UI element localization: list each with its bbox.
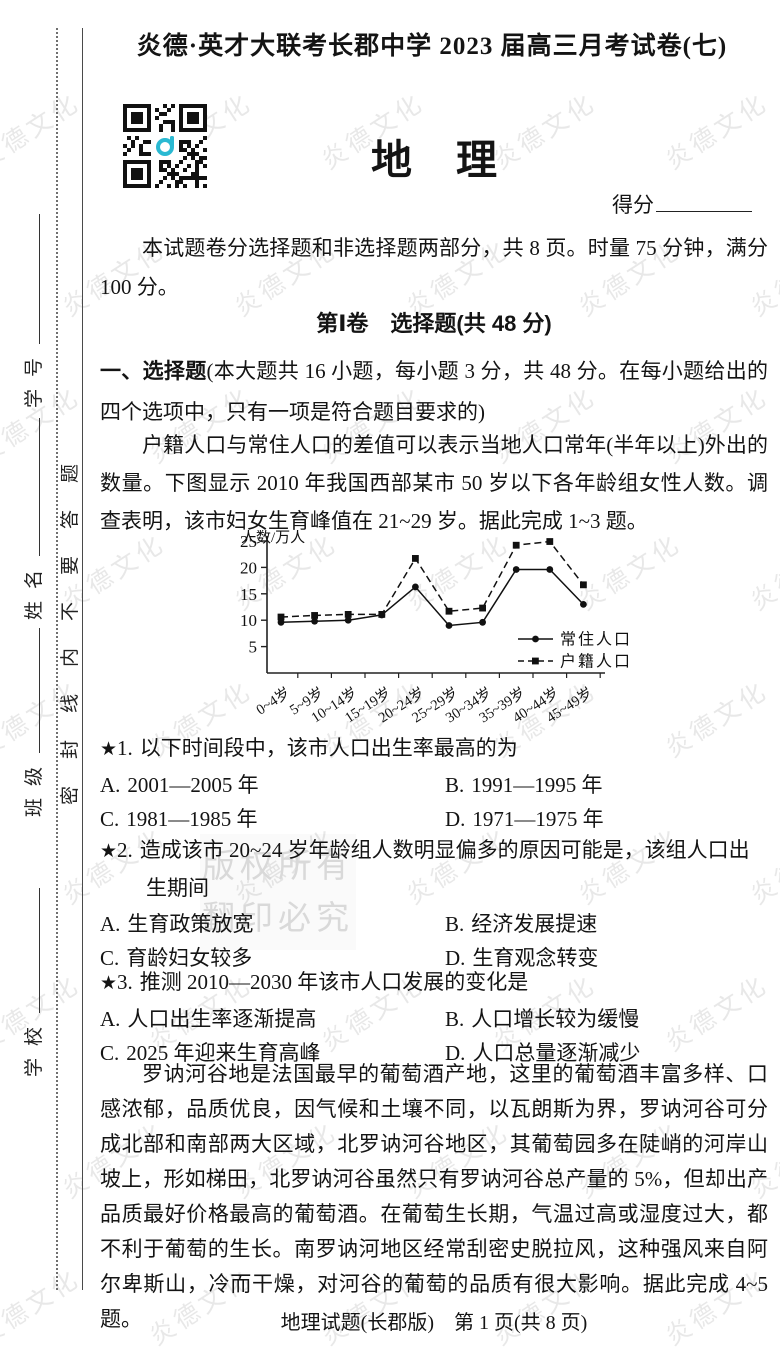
question-2-number: 2. (117, 838, 133, 862)
question-1: ★1. 以下时间段中，该市人口出生率最高的为 A. 2001—2005 年 B. 19… (100, 730, 768, 836)
sidebar-field-school: 学校 (19, 887, 45, 1077)
question-2-stem: ★2. 造成该市 20~24 岁年龄组人数明显偏多的原因可能是，该组人口出生期间 (100, 838, 750, 900)
exam-title: 炎德·英才大联考长郡中学 2023 届高三月考试卷(七) (136, 33, 728, 60)
sidebar-border-line (82, 28, 83, 1290)
option-c: C. 1981—1985 年 (100, 807, 258, 831)
svg-text:25: 25 (240, 532, 257, 551)
svg-text:15: 15 (240, 585, 257, 604)
question-2: ★2. 造成该市 20~24 岁年龄组人数明显偏多的原因可能是，该组人口出生期间 … (100, 832, 768, 975)
question-1-stem: ★1. 以下时间段中，该市人口出生率最高的为 (100, 736, 518, 760)
stimulus-population: 户籍人口与常住人口的差值可以表示当地人口常年(半年以上)外出的数量。下图显示 2… (100, 433, 768, 533)
option-a: A. 2001—2005 年 (100, 773, 259, 797)
copyright-watermark-line2: 翻印必究 (202, 899, 354, 936)
sidebar-field-name: 姓名 (19, 417, 45, 620)
svg-text:户籍人口: 户籍人口 (560, 653, 632, 671)
option-b: B. 人口增长较为缓慢 (445, 1007, 640, 1031)
option-c: C. 育龄妇女较多 (100, 946, 253, 970)
star-icon: ★ (100, 739, 118, 760)
school-blank-line (35, 887, 40, 1013)
name-label: 姓名 (24, 557, 45, 620)
page-footer: 地理试题(长郡版) 第 1 页(共 8 页) (280, 1312, 588, 1334)
score-blank-line (656, 206, 752, 212)
option-b: B. 经济发展提速 (445, 912, 598, 936)
instructions-lead: 一、选择题 (100, 360, 207, 383)
school-label: 学校 (24, 1014, 45, 1077)
svg-text:常住人口: 常住人口 (560, 631, 632, 649)
brand-watermark: 炎德文化 (0, 1264, 86, 1352)
svg-text:0~4岁: 0~4岁 (253, 684, 293, 718)
star-icon: ★ (100, 973, 118, 994)
svg-text:10: 10 (240, 611, 257, 630)
question-1-options: A. 2001—2005 年 B. 1991—1995 年 C. 1981—1985 … (100, 768, 768, 836)
seal-dotted-line (56, 28, 58, 1290)
star-icon: ★ (100, 841, 118, 862)
population-chart: 人数/万人 5 10 15 20 25 0~4岁 5~9岁 10~14岁 15~19岁 20~24岁… (205, 529, 645, 730)
question-3-number: 3. (117, 970, 133, 994)
score-field: 得分 (612, 189, 752, 219)
svg-text:20: 20 (240, 558, 257, 577)
seal-instruction-text: 密封线内不要答题 (60, 436, 81, 805)
section-1-heading: 第Ⅰ卷 选择题(共 48 分) (316, 311, 552, 336)
stimulus-rhone-valley: 罗讷河谷地是法国最早的葡萄酒产地，这里的葡萄酒丰富多样、口感浓郁，品质优良，因气… (100, 1062, 768, 1331)
option-a: A. 人口出生率逐渐提高 (100, 1007, 317, 1031)
class-label: 班级 (24, 754, 45, 817)
option-d: D. 生育观念转变 (445, 946, 599, 970)
option-d: D. 人口总量逐渐减少 (445, 1041, 641, 1065)
option-d: D. 1971—1975 年 (445, 807, 604, 831)
sidebar-field-class: 班级 (19, 627, 45, 817)
class-blank-line (35, 627, 40, 753)
question-3: ★3. 推测 2010—2030 年该市人口发展的变化是 A. 人口出生率逐渐提高 … (100, 964, 768, 1070)
instructions-rest: (本大题共 16 小题，每小题 3 分，共 48 分。在每小题给出的四个选项中，… (100, 359, 768, 424)
qr-code-image (123, 104, 207, 188)
copyright-watermark: 版权所有 翻印必究 (200, 834, 356, 950)
name-blank-line (35, 417, 40, 556)
student-id-label: 学号 (24, 345, 45, 408)
brand-watermark: 炎德文化 (0, 88, 86, 176)
student-id-blank-line (35, 213, 40, 344)
question-3-stem: ★3. 推测 2010—2030 年该市人口发展的变化是 (100, 970, 529, 994)
score-label: 得分 (612, 194, 654, 217)
population-chart-svg: 人数/万人5101520250~4岁5~9岁10~14岁15~19岁20~24岁… (240, 529, 632, 726)
subject-title: 地理 (371, 137, 541, 183)
question-2-options: A. 生育政策放宽 B. 经济发展提速 C. 育龄妇女较多 D. 生育观念转变 (100, 907, 768, 975)
section-1-instructions: 一、选择题(本大题共 16 小题，每小题 3 分，共 48 分。在每小题给出的四… (100, 351, 768, 432)
option-c: C. 2025 年迎来生育高峰 (100, 1041, 321, 1065)
option-a: A. 生育政策放宽 (100, 912, 254, 936)
question-1-number: 1. (117, 736, 133, 760)
question-3-options: A. 人口出生率逐渐提高 B. 人口增长较为缓慢 C. 2025 年迎来生育高峰 D.… (100, 1002, 768, 1070)
exam-intro: 本试题卷分选择题和非选择题两部分，共 8 页。时量 75 分钟，满分 100 分… (100, 236, 768, 299)
copyright-watermark-line1: 版权所有 (202, 847, 354, 884)
svg-text:5: 5 (249, 638, 258, 657)
qr-code (119, 100, 211, 192)
option-b: B. 1991—1995 年 (445, 773, 603, 797)
sidebar-field-student-id: 学号 (19, 212, 45, 408)
svg-text:人数/万人: 人数/万人 (241, 530, 305, 546)
